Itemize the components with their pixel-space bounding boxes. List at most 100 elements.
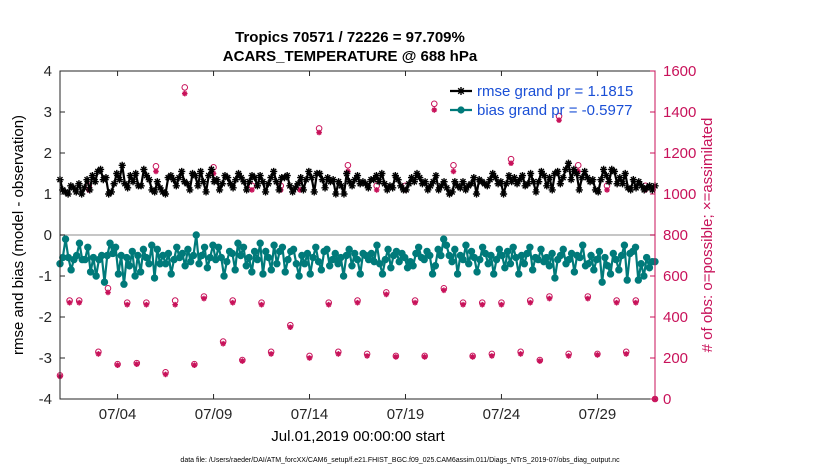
obs-assimilated-marker-47 [508,160,514,167]
obs-assimilated-marker-11 [162,371,169,378]
chart-title: Tropics 70571 / 72226 = 97.709% [235,29,465,46]
obs-assimilated-marker-39 [431,107,438,113]
bias-point-151 [476,255,484,264]
bias-point-89 [303,249,312,258]
rmse-point-45 [178,167,186,176]
bias-point-47 [186,257,195,266]
obs-assimilated-marker-27 [316,129,322,136]
obs-assimilated-marker-57 [604,187,610,193]
rmse-point-60 [218,180,226,188]
rmse-point-207 [616,174,624,182]
bias-point-45 [181,262,189,270]
left-tick-label-1: 3 [44,104,52,121]
bias-point-16 [100,278,109,286]
obs-possible-marker-10 [152,163,160,170]
bias-point-176 [545,262,554,270]
bias-point-135 [431,262,440,270]
rmse-point-96 [316,169,324,178]
obs-assimilated-marker-52 [556,117,562,123]
rmse-point-174 [526,169,535,178]
obs-assimilated-marker-32 [364,353,370,359]
bias-point-69 [248,268,256,276]
rmse-point-8 [78,190,86,198]
rmse-point-181 [545,174,554,182]
rmse-point-149 [459,178,467,186]
bias-point-27 [131,272,139,280]
bias-point-105 [348,262,356,270]
bias-point-42 [173,243,181,252]
bias-point-122 [395,257,403,266]
bias-point-21 [114,270,123,278]
rmse-point-168 [510,174,518,182]
rmse-point-69 [243,186,251,194]
bias-point-29 [136,268,145,276]
obs-assimilated-marker-10 [153,168,159,175]
bias-point-210 [640,272,648,280]
bias-point-159 [498,251,506,260]
rmse-point-206 [613,180,621,188]
bias-point-124 [401,253,409,262]
bias-point-190 [584,260,592,268]
right-tick-label-5: 600 [663,268,688,285]
rmse-point-11 [86,186,94,194]
rmse-point-66 [234,169,243,178]
bias-point-118 [384,245,392,254]
rmse-point-117 [372,171,381,180]
rmse-point-13 [91,178,99,186]
bias-point-25 [125,262,134,270]
obs-assimilated-marker-26 [306,355,313,361]
rmse-point-104 [337,182,345,190]
rmse-point-77 [264,180,272,188]
rmse-point-154 [472,190,481,198]
bias-point-84 [289,245,298,254]
rmse-point-143 [443,184,451,192]
rmse-point-123 [389,184,397,192]
rmse-point-205 [610,167,619,176]
bias-point-39 [164,249,173,258]
rmse-point-175 [529,178,537,186]
axes-layer: 4 3 2 1 0 -1 -2 -3 -4 1600 1400 1200 1000 800 600 400 20… [39,63,697,423]
rmse-point-120 [380,180,389,188]
rmse-point-43 [172,182,180,190]
rmse-point-44 [175,174,183,182]
legend-bias-marker [457,106,465,114]
bias-point-185 [570,268,579,276]
rmse-point-35 [151,188,159,196]
bias-point-30 [139,245,148,254]
rmse-point-199 [594,188,602,196]
bias-point-207 [631,243,640,252]
rmse-point-70 [245,178,253,186]
rmse-point-146 [451,178,459,186]
rmse-point-68 [240,178,248,186]
rmse-point-178 [537,167,546,176]
rmse-point-167 [508,178,516,186]
bias-point-52 [200,243,209,252]
obs-assimilated-marker-24 [287,324,294,331]
rmse-point-25 [124,184,132,192]
left-tick-label-7: -3 [39,350,52,367]
bias-point-64 [234,239,242,247]
bias-point-97 [325,262,334,270]
bias-point-168 [523,249,531,258]
bias-point-90 [306,270,314,278]
bias-point-2 [61,235,70,243]
rmse-point-24 [121,180,129,188]
bias-point-203 [620,241,629,249]
bias-point-163 [509,243,517,252]
bias-point-155 [487,251,495,260]
bias-point-154 [484,260,492,268]
rmse-point-86 [288,188,297,196]
left-tick-label-8: -4 [39,391,52,408]
bias-point-98 [328,255,337,264]
rmse-point-213 [632,184,640,192]
rmse-point-185 [556,180,564,188]
bias-point-82 [284,255,292,264]
bias-point-57 [214,243,223,252]
obs-assimilated-marker-59 [623,351,630,357]
bias-point-127 [409,262,417,270]
data-file-footnote: data file: /Users/raeder/DAI/ATM_forcXX/… [180,457,620,464]
bias-point-85 [292,260,301,268]
rmse-point-121 [383,186,391,194]
rmse-point-119 [378,169,386,178]
obs-assimilated-marker-37 [412,299,418,306]
